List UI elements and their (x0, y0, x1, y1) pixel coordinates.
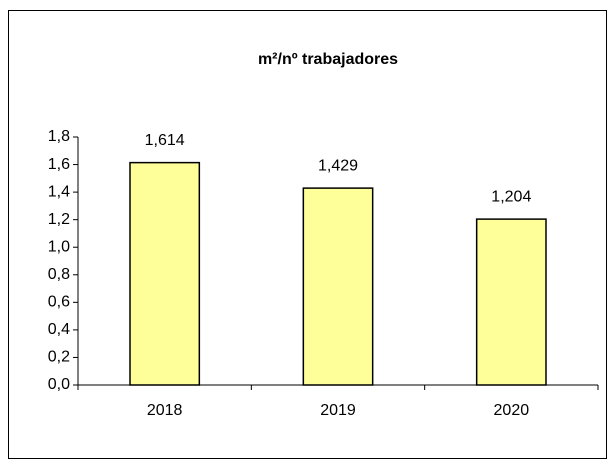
x-tick-label: 2019 (320, 402, 356, 419)
data-label: 1,614 (145, 132, 185, 149)
y-tick-label: 0,2 (48, 349, 70, 366)
y-tick-label: 0,0 (48, 376, 70, 393)
y-tick-label: 1,2 (48, 211, 70, 228)
bar (129, 161, 201, 386)
y-tick-label: 0,6 (48, 294, 70, 311)
x-tick-label: 2018 (147, 402, 183, 419)
y-tick-label: 1,0 (48, 238, 70, 255)
y-tick-label: 1,8 (48, 128, 70, 145)
data-label: 1,429 (318, 157, 358, 174)
y-tick-label: 0,4 (48, 321, 70, 338)
chart-title: m²/nº trabajadores (258, 51, 398, 68)
x-tick-label: 2020 (494, 402, 530, 419)
y-tick-label: 0,8 (48, 266, 70, 283)
y-tick-label: 1,4 (48, 183, 70, 200)
bar (475, 218, 547, 386)
data-label: 1,204 (491, 188, 531, 205)
bar (302, 187, 374, 386)
y-tick-label: 1,6 (48, 156, 70, 173)
